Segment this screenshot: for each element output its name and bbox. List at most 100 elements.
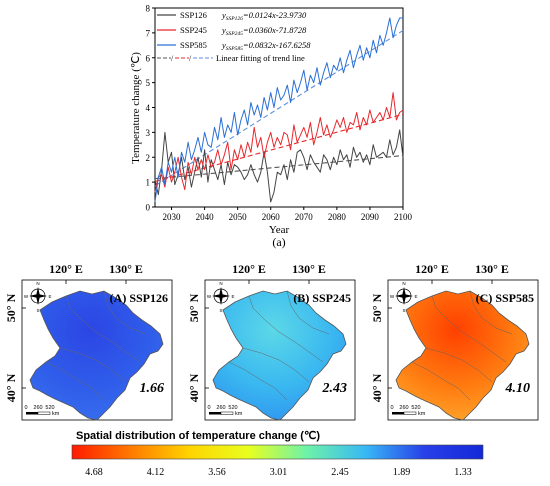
longitude-label: 130° E — [109, 262, 143, 276]
panel-label-a: (a) — [272, 235, 285, 249]
scale-label: 0 — [207, 405, 210, 411]
compass-icon: N E S W — [390, 281, 418, 313]
latitude-label: 40° N — [4, 373, 18, 402]
compass-letter: N — [402, 281, 405, 286]
latitude-label: 40° N — [370, 373, 384, 402]
map-mean-value: 2.43 — [322, 381, 348, 396]
colorbar-tick-label: 1.33 — [454, 467, 472, 478]
province-border — [242, 347, 310, 383]
province-border — [65, 295, 141, 363]
y-tick-label: 3 — [146, 128, 151, 138]
map-panel-label: (B) SSP245 — [293, 291, 351, 305]
y-axis-ticks: 0 1 2 3 4 5 6 7 8 — [146, 4, 155, 213]
equation-lhs: y — [221, 40, 226, 50]
map-svg: 120° E 130° E 50° N 40° N N E S W (C) SSP585 4.10… — [370, 262, 539, 421]
colorbar-tick-label: 3.01 — [270, 467, 288, 478]
province-border — [103, 290, 147, 335]
latitude-label: 50° N — [187, 293, 201, 322]
compass-letter: S — [402, 308, 405, 313]
legend-series-name: SSP126 — [180, 10, 207, 20]
x-tick-label: 2030 — [163, 212, 182, 222]
scale-unit: km — [235, 411, 243, 417]
y-axis-label: Temperature change (℃) — [130, 52, 142, 164]
y-tick-label: 5 — [146, 78, 151, 88]
map-svg: 120° E 130° E 50° N 40° N N E S W (B) SSP245 2.43… — [187, 262, 356, 421]
compass-letter: S — [36, 308, 39, 313]
latitude-label: 50° N — [370, 293, 384, 322]
map-svg: 120° E 130° E 50° N 40° N N E S W (A) SSP126 1.66… — [4, 262, 173, 421]
province-border — [411, 361, 471, 401]
trend-fit-lines — [154, 30, 404, 187]
legend-fit-slash: / — [171, 54, 174, 63]
colorbar-tick-label: 4.12 — [147, 467, 165, 478]
compass-letter: N — [36, 281, 39, 286]
region-shape — [212, 290, 347, 421]
region-shape — [29, 290, 164, 421]
longitude-label: 120° E — [232, 262, 266, 276]
x-tick-label: 2070 — [295, 212, 314, 222]
equation-lhs: y — [221, 10, 226, 20]
scale-label: 260 — [399, 405, 408, 411]
longitude-label: 120° E — [415, 262, 449, 276]
compass-letter: S — [219, 308, 222, 313]
region-shape — [395, 290, 530, 421]
temperature-change-line-chart: 2030 2040 2050 2060 2070 2080 2090 2100 0 1 2 3 4 5 6… — [130, 4, 413, 250]
legend-fit-slash: / — [189, 54, 192, 63]
longitude-label: 130° E — [292, 262, 326, 276]
fit-line-ssp245 — [154, 113, 404, 182]
province-border — [248, 295, 324, 363]
colorbar-section: Spatial distribution of temperature chan… — [0, 425, 550, 481]
y-tick-label: 8 — [146, 4, 151, 14]
series-line-ssp585 — [154, 17, 403, 203]
fit-equation: ySSP245=0.0360x-71.8728 — [221, 25, 307, 37]
legend-entry-ssp245: SSP245 ySSP245=0.0360x-71.8728 — [157, 25, 307, 37]
legend-entry-ssp126: SSP126 ySSP126=0.0124x-23.9730 — [157, 10, 307, 22]
series-lines — [154, 17, 404, 203]
x-tick-label: 2100 — [394, 212, 413, 222]
equation-subscript: SSP585 — [226, 46, 243, 52]
x-tick-label: 2090 — [361, 212, 380, 222]
province-border — [228, 361, 288, 401]
y-tick-label: 7 — [146, 28, 151, 38]
compass-letter: E — [48, 294, 51, 299]
scale-label: 520 — [228, 405, 237, 411]
scale-label: 260 — [33, 405, 42, 411]
x-tick-label: 2060 — [262, 212, 281, 222]
legend-series-name: SSP245 — [180, 25, 207, 35]
compass-letter: W — [24, 294, 29, 299]
x-tick-label: 2040 — [196, 212, 215, 222]
colorbar-ticks: 4.68 4.12 3.56 3.01 2.45 1.89 1.33 — [85, 467, 472, 478]
x-axis-label: Year — [269, 224, 290, 236]
map-panel-label: (C) SSP585 — [476, 291, 534, 305]
y-tick-label: 1 — [146, 178, 151, 188]
compass-icon: N E S W — [24, 281, 52, 313]
province-border — [59, 347, 127, 383]
scale-label: 520 — [411, 405, 420, 411]
equation-rhs: =0.0832x-167.6258 — [243, 40, 311, 50]
x-axis-ticks: 2030 2040 2050 2060 2070 2080 2090 2100 — [163, 207, 413, 222]
y-tick-label: 0 — [146, 203, 151, 213]
compass-letter: N — [219, 281, 222, 286]
province-border — [286, 290, 330, 335]
map-panel-ssp126: 120° E 130° E 50° N 40° N N E S W (A) SSP126 1.66… — [0, 258, 180, 428]
latitude-label: 40° N — [187, 373, 201, 402]
fit-line-ssp585 — [154, 30, 404, 187]
colorbar-tick-label: 3.56 — [208, 467, 226, 478]
scale-unit: km — [418, 411, 426, 417]
latitude-label: 50° N — [4, 293, 18, 322]
map-mean-value: 1.66 — [140, 381, 165, 396]
province-border — [45, 361, 105, 401]
map-panel-ssp585: 120° E 130° E 50° N 40° N N E S W (C) SSP585 4.10… — [366, 258, 546, 428]
province-border — [469, 290, 513, 335]
y-tick-label: 2 — [146, 153, 151, 163]
province-border — [431, 295, 507, 363]
colorbar-tick-label: 4.68 — [85, 467, 103, 478]
fit-line-ssp126 — [154, 155, 404, 180]
longitude-label: 130° E — [475, 262, 509, 276]
map-panel-ssp245: 120° E 130° E 50° N 40° N N E S W (B) SSP245 2.43… — [183, 258, 363, 428]
legend-entry-linear-fit: / / Linear fitting of trend line — [157, 53, 305, 63]
longitude-label: 120° E — [49, 262, 83, 276]
